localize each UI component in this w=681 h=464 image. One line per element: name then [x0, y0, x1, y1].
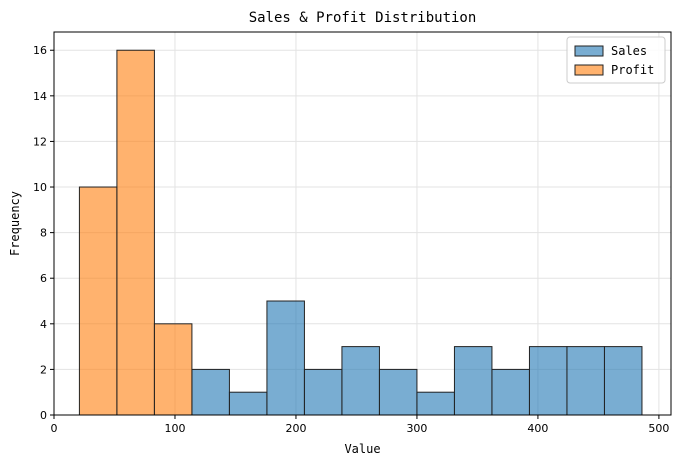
sales-bar: [228, 391, 268, 416]
y-tick-label: 2: [40, 363, 47, 376]
sales-bar: [266, 300, 305, 416]
chart-title: Sales & Profit Distribution: [249, 10, 477, 26]
axis-ticks: 0 100 200 300 400 500 0 2 4 6 8 10 12 14 16: [33, 44, 669, 435]
sales-bar: [378, 368, 418, 416]
x-axis-label: Value: [344, 442, 380, 456]
y-tick-label: 10: [33, 181, 47, 194]
sales-bar: [191, 368, 230, 416]
x-tick-label: 300: [406, 422, 427, 435]
legend: Sales Profit: [566, 36, 666, 84]
profit-bar: [116, 49, 155, 416]
grid-lines: [53, 32, 671, 416]
x-tick-label: 400: [527, 422, 548, 435]
sales-bar: [528, 346, 568, 416]
profit-bar: [153, 323, 193, 416]
y-tick-label: 12: [33, 135, 47, 148]
legend-label: Sales: [611, 44, 647, 58]
x-tick-label: 200: [285, 422, 306, 435]
sales-bar: [566, 346, 605, 416]
profit-bar: [78, 186, 118, 416]
y-tick-label: 16: [33, 44, 47, 57]
x-tick-label: 100: [164, 422, 185, 435]
y-tick-label: 8: [40, 227, 47, 240]
y-tick-label: 0: [40, 409, 47, 422]
y-tick-label: 4: [40, 318, 47, 331]
sales-bar: [341, 346, 380, 416]
histogram-bars: [78, 49, 643, 416]
y-tick-label: 6: [40, 272, 47, 285]
legend-swatch: [574, 64, 604, 76]
x-tick-label: 500: [648, 422, 669, 435]
y-axis-label: Frequency: [8, 191, 22, 256]
x-tick-label: 0: [51, 422, 58, 435]
legend-label: Profit: [611, 63, 654, 77]
sales-bar: [303, 368, 343, 416]
legend-swatch: [574, 45, 604, 57]
sales-bar: [453, 346, 493, 416]
plot-frame: [53, 31, 672, 416]
sales-bar: [491, 368, 530, 416]
y-tick-label: 14: [33, 90, 47, 103]
sales-bar: [603, 346, 643, 416]
sales-bar: [416, 391, 455, 416]
